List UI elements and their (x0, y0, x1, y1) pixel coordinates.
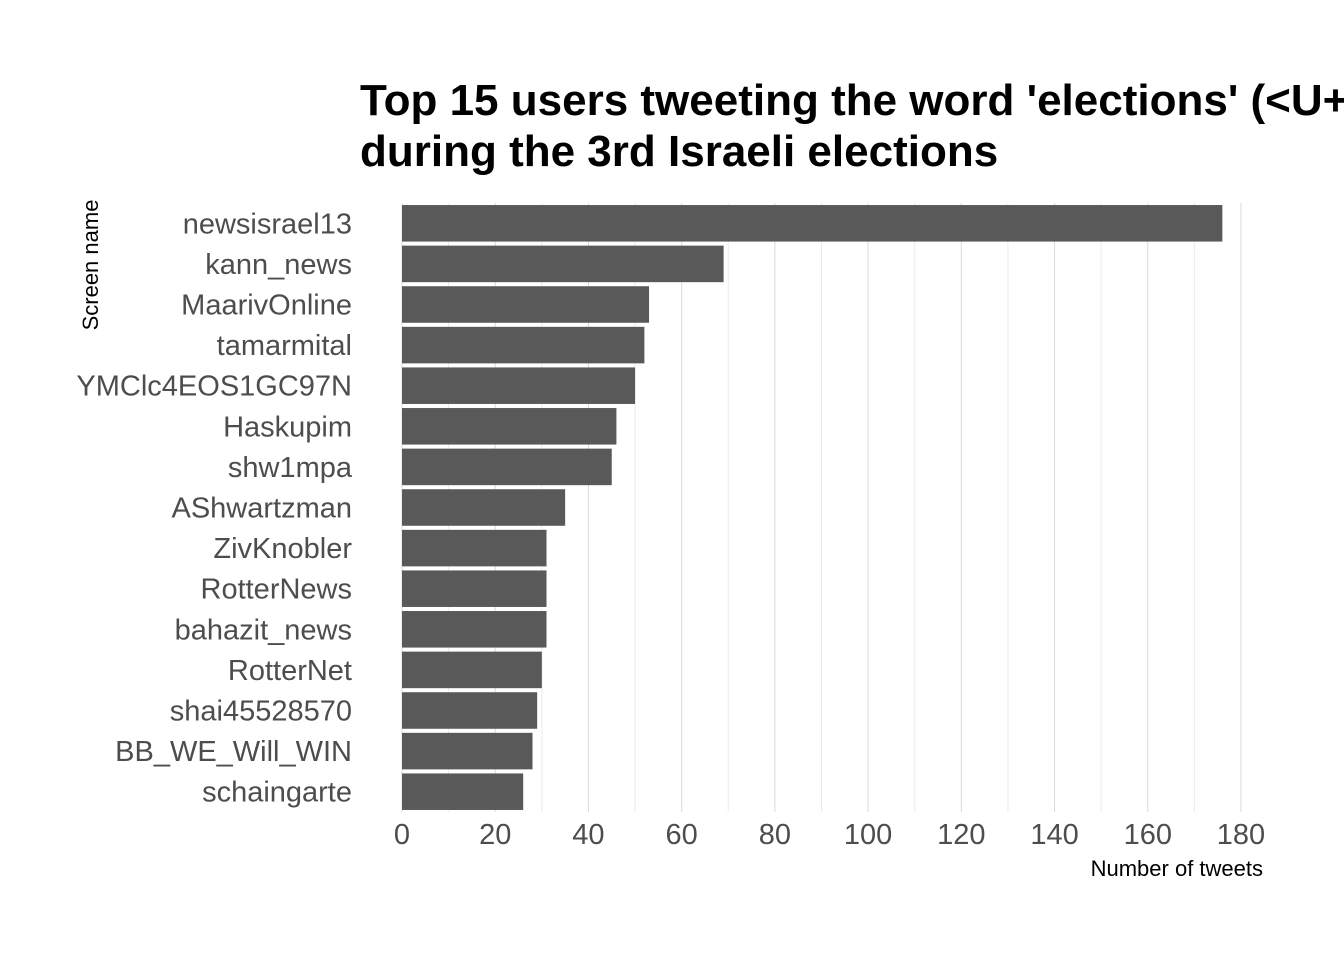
y-tick-label: bahazit_news (175, 614, 352, 646)
x-tick-label: 160 (1124, 819, 1172, 851)
x-tick-label: 80 (759, 819, 791, 851)
x-tick-label: 100 (844, 819, 892, 851)
y-tick-label: shai45528570 (170, 696, 352, 728)
x-axis-title: Number of tweets (1091, 856, 1263, 881)
bar (402, 692, 538, 729)
y-tick-label: schaingarte (202, 777, 352, 809)
y-tick-labels: newsisrael13 kann_news MaarivOnline tamarmi… (76, 208, 352, 808)
bar (402, 367, 636, 404)
y-tick-label: tamarmital (217, 330, 352, 362)
x-tick-label: 20 (479, 819, 511, 851)
chart-title-line-2: during the 3rd Israeli elections (360, 127, 998, 176)
x-tick-label: 120 (937, 819, 985, 851)
bar (402, 408, 617, 445)
x-tick-label: 0 (394, 819, 410, 851)
bar (402, 448, 612, 486)
x-tick-label: 180 (1217, 819, 1265, 851)
y-tick-label: ZivKnobler (213, 533, 352, 565)
y-tick-label: Haskupim (223, 411, 352, 443)
bar (402, 245, 724, 283)
bar (402, 570, 547, 607)
y-tick-label: YMClc4EOS1GC97N (76, 371, 352, 403)
x-tick-label: 60 (666, 819, 698, 851)
y-tick-label: RotterNet (228, 655, 352, 687)
y-tick-label: AShwartzman (171, 493, 352, 525)
bar (402, 611, 547, 648)
bar (402, 651, 542, 689)
chart-title-line-1: Top 15 users tweeting the word 'election… (360, 76, 1344, 125)
bar (402, 326, 645, 364)
y-tick-label: BB_WE_Will_WIN (115, 736, 352, 768)
x-tick-label: 40 (572, 819, 604, 851)
bar (402, 286, 650, 323)
y-tick-label: newsisrael13 (183, 208, 352, 240)
y-tick-label: MaarivOnline (181, 290, 352, 322)
y-tick-label: shw1mpa (228, 452, 353, 484)
x-tick-label: 140 (1030, 819, 1078, 851)
bar (402, 773, 524, 810)
y-tick-label: kann_news (205, 249, 352, 281)
bar (402, 529, 547, 567)
bars (402, 205, 1223, 810)
bar (402, 205, 1223, 242)
y-axis-title: Screen name (78, 200, 103, 331)
y-tick-label: RotterNews (201, 574, 353, 606)
bar (402, 732, 533, 770)
x-tick-labels: 0 20 40 60 80 100 120 140 160 180 (394, 819, 1265, 851)
bar (402, 489, 566, 526)
